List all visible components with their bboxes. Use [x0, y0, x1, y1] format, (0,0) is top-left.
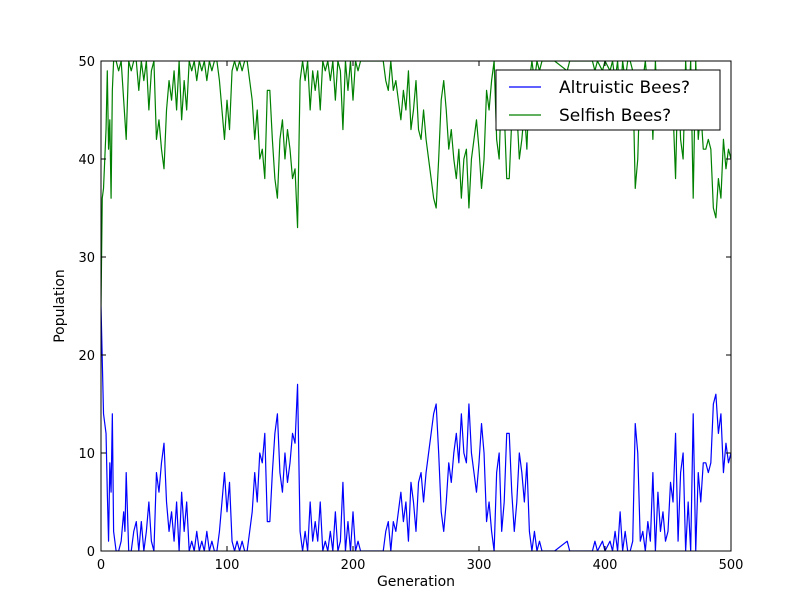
plot-area	[100, 60, 732, 552]
series-line-0	[101, 305, 731, 551]
legend-label-altruistic: Altruistic Bees?	[559, 78, 690, 98]
y-axis-ticks: 0 10 20 30 40 50	[78, 55, 731, 560]
x-axis-ticks: 0 100 200 300 400 500	[97, 61, 744, 573]
x-tick-label: 0	[97, 558, 105, 573]
x-tick-label: 500	[719, 558, 744, 573]
y-tick-label: 50	[78, 55, 95, 70]
legend-box	[495, 69, 721, 131]
x-tick-label: 400	[593, 558, 618, 573]
legend-label-selfish: Selfish Bees?	[559, 106, 671, 126]
axes-frame	[100, 60, 732, 552]
x-tick-label: 300	[467, 558, 492, 573]
y-tick-label: 30	[78, 251, 95, 266]
series-line-1	[101, 61, 731, 307]
x-tick-label: 200	[341, 558, 366, 573]
x-axis-title: Generation	[377, 574, 455, 590]
y-tick-label: 0	[87, 545, 95, 560]
y-tick-label: 10	[78, 447, 95, 462]
legend: Altruistic Bees? Selfish Bees?	[495, 69, 721, 131]
y-tick-label: 40	[78, 153, 95, 168]
y-axis-title: Population	[52, 269, 68, 343]
x-tick-label: 100	[215, 558, 240, 573]
y-tick-label: 20	[78, 349, 95, 364]
